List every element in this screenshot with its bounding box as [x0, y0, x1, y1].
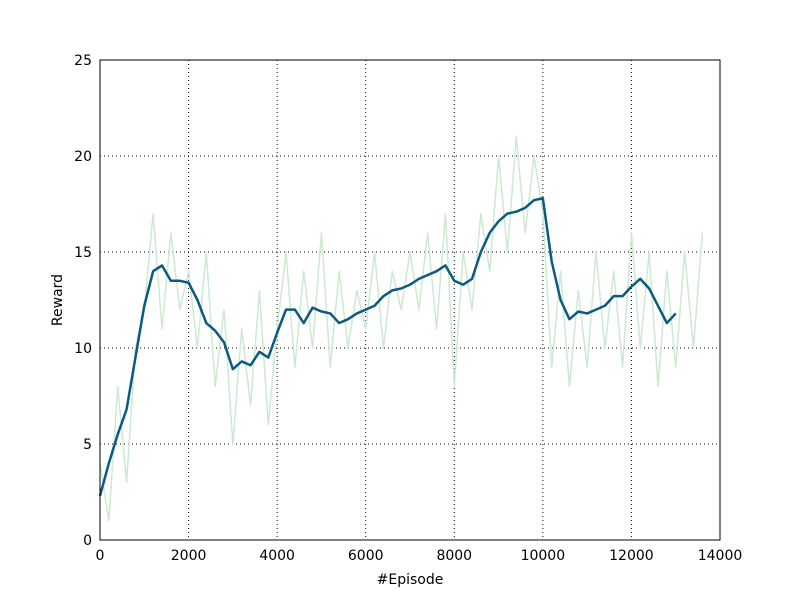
y-tick-label: 5 [83, 437, 92, 453]
x-tick-label: 0 [96, 548, 105, 564]
y-tick-label: 10 [74, 341, 92, 357]
x-tick-label: 8000 [436, 548, 472, 564]
y-tick-label: 25 [74, 53, 92, 69]
x-tick-label: 4000 [259, 548, 295, 564]
line-series [98, 196, 677, 497]
x-tick-label: 2000 [171, 548, 207, 564]
plot-frame [99, 59, 721, 541]
x-tick-label: 14000 [698, 548, 743, 564]
y-axis-label: Reward [50, 274, 66, 326]
line-series [99, 136, 704, 522]
x-tick-label: 6000 [348, 548, 384, 564]
x-tick-label: 10000 [521, 548, 566, 564]
x-axis-label: #Episode [377, 572, 444, 588]
y-tick-label: 20 [74, 149, 92, 165]
y-tick-label: 0 [83, 533, 92, 549]
y-tick-label: 15 [74, 245, 92, 261]
x-tick-label: 12000 [609, 548, 654, 564]
